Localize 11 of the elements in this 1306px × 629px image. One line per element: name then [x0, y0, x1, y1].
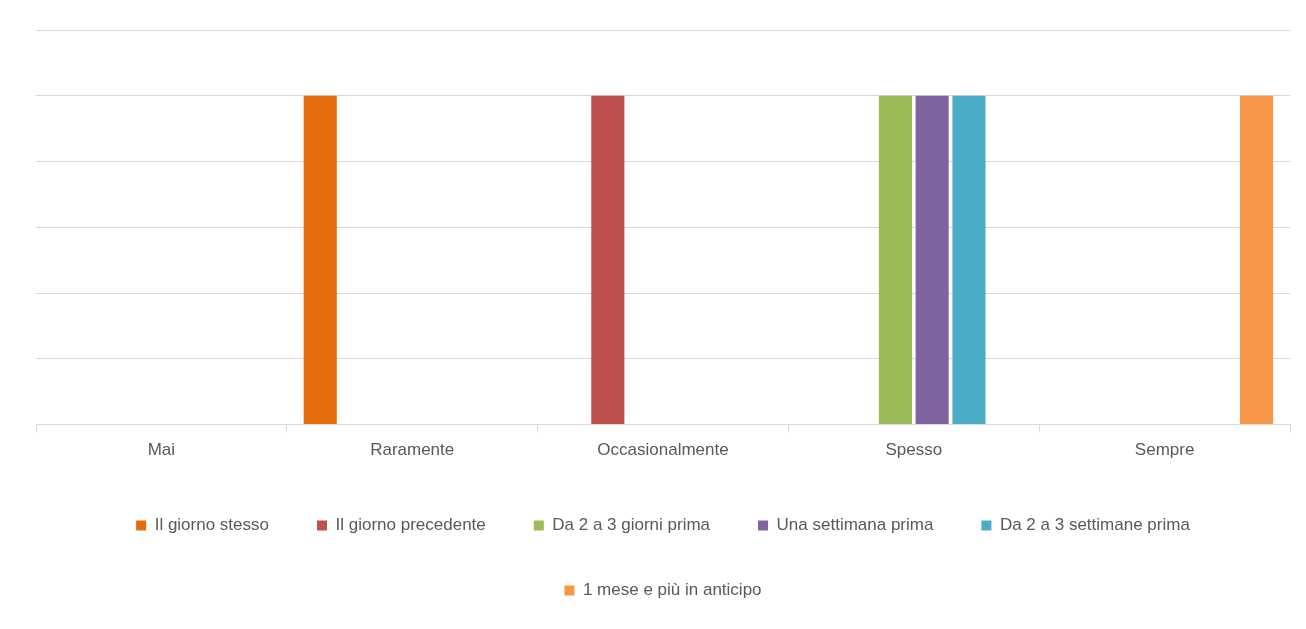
x-tick-label: Mai — [147, 440, 176, 460]
legend-label: 1 mese e più in anticipo — [582, 580, 762, 600]
x-tick-label: Raramente — [370, 440, 455, 460]
legend-label: Una settimana prima — [776, 515, 934, 535]
legend-label: Il giorno precedente — [335, 515, 486, 535]
x-tick-label: Sempre — [1134, 440, 1195, 460]
legend-label: Da 2 a 3 giorni prima — [552, 515, 711, 535]
x-tick-label: Spesso — [885, 440, 943, 460]
legend-label: Il giorno stesso — [154, 515, 270, 535]
legend-label: Da 2 a 3 settimane prima — [999, 515, 1191, 535]
x-tick-label: Occasionalmente — [597, 440, 729, 460]
